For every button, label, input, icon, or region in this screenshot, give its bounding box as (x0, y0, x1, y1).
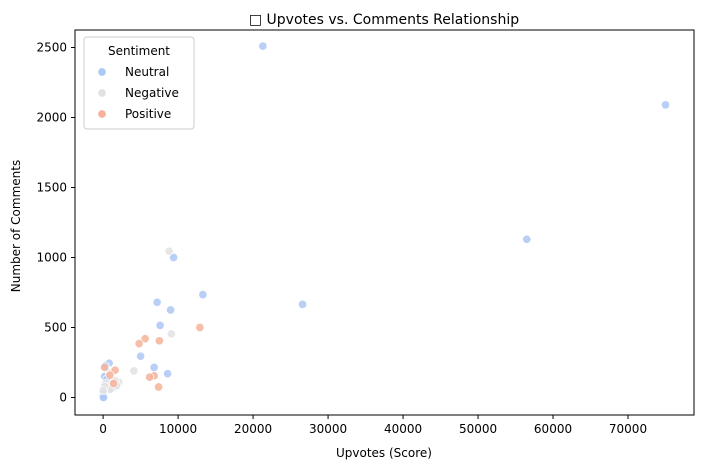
legend-marker (97, 67, 107, 77)
data-point-positive (154, 382, 164, 392)
y-tick-label: 1000 (36, 251, 67, 265)
x-tick-label: 20000 (234, 422, 272, 436)
legend-marker (97, 109, 107, 119)
legend-entries: Neutral Negative Positive (97, 65, 179, 121)
x-axis: 0 10000 20000 30000 40000 50000 60000 70000 (99, 415, 647, 436)
data-point-positive (195, 322, 205, 333)
legend-label: Positive (125, 107, 171, 121)
data-point-positive (134, 339, 144, 349)
x-tick-label: 30000 (309, 422, 347, 436)
data-point-neutral (169, 252, 179, 263)
y-axis: 0 500 1000 1500 2000 2500 (36, 41, 75, 405)
x-axis-label: Upvotes (Score) (336, 446, 432, 460)
x-tick-label: 70000 (609, 422, 647, 436)
legend-box (83, 36, 195, 130)
data-point-negative (166, 329, 176, 339)
data-point-positive (145, 372, 155, 382)
data-point-neutral (660, 100, 671, 110)
data-point-neutral (198, 290, 208, 300)
data-point-negative (129, 366, 139, 376)
x-tick-label: 10000 (159, 422, 197, 436)
legend-label: Negative (125, 86, 179, 100)
legend-label: Neutral (125, 65, 169, 79)
data-point-neutral (155, 320, 165, 330)
y-tick-label: 0 (59, 391, 67, 405)
data-point-neutral (152, 297, 162, 307)
y-axis-label: Number of Comments (9, 160, 23, 292)
legend: Sentiment Neutral Negative Positive (83, 36, 195, 130)
x-tick-label: 50000 (459, 422, 497, 436)
data-point-neutral (258, 41, 268, 51)
data-point-neutral (166, 305, 176, 315)
data-point-neutral (163, 369, 173, 379)
x-tick-label: 60000 (534, 422, 572, 436)
data-point-negative (98, 385, 108, 396)
data-point-positive (105, 370, 115, 380)
chart-title: □ Upvotes vs. Comments Relationship (249, 12, 519, 28)
y-tick-label: 1500 (36, 181, 67, 195)
data-point-neutral (522, 234, 532, 244)
legend-title: Sentiment (108, 44, 170, 58)
data-point-neutral (298, 299, 308, 309)
data-point-positive (154, 336, 164, 346)
legend-marker (97, 88, 107, 98)
data-point-negative (164, 246, 174, 256)
y-tick-label: 2500 (36, 41, 67, 55)
data-point-positive (100, 362, 110, 372)
y-tick-label: 2000 (36, 111, 67, 125)
x-tick-label: 0 (99, 422, 107, 436)
data-point-neutral (149, 362, 159, 372)
x-tick-label: 40000 (384, 422, 422, 436)
data-point-neutral (136, 351, 146, 361)
scatter-points (98, 41, 671, 403)
data-point-positive (109, 378, 119, 389)
data-point-positive (140, 334, 150, 344)
y-tick-label: 500 (44, 321, 67, 335)
